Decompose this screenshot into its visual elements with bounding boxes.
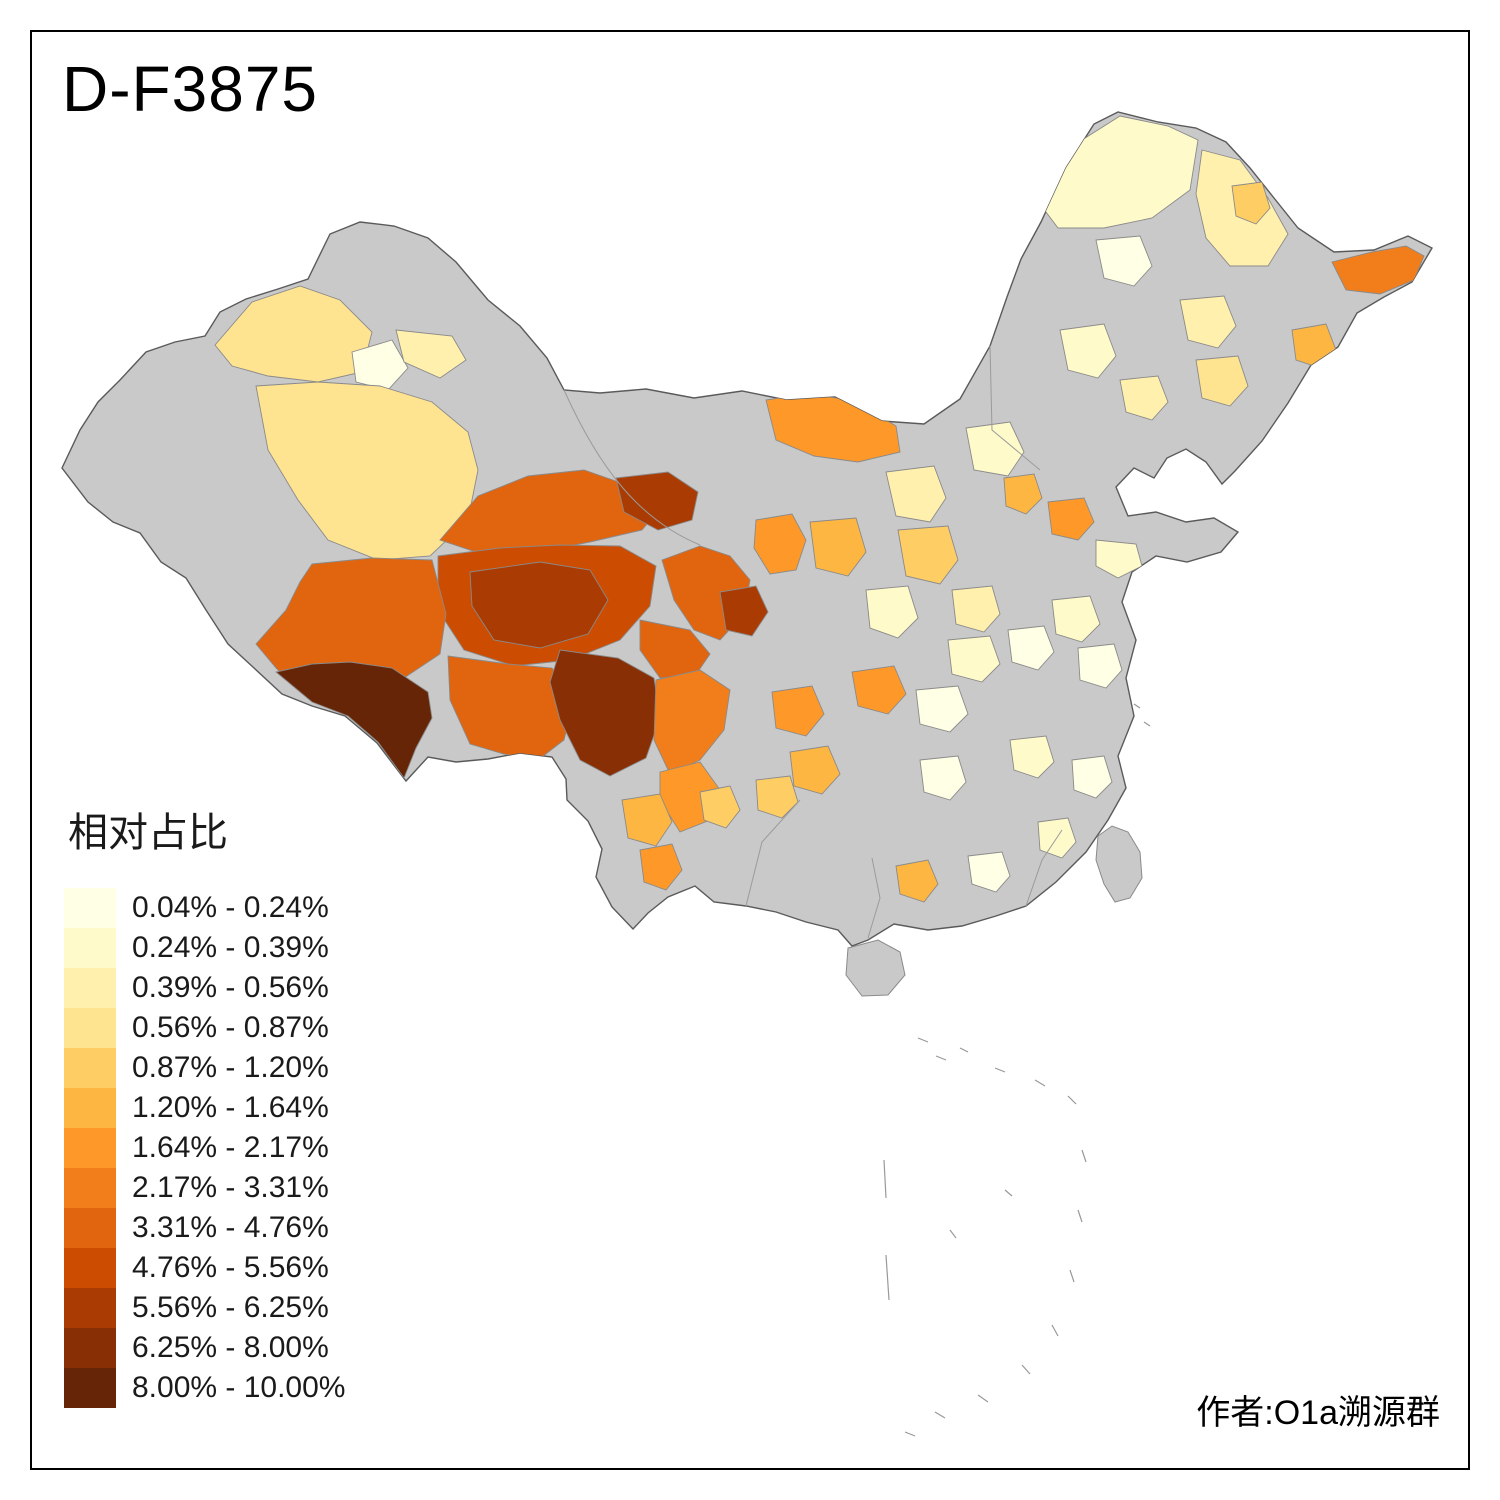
hainan-island [845, 939, 906, 997]
prefecture-region [1033, 115, 1199, 229]
prefecture-region [1009, 735, 1055, 779]
prefecture-region [1195, 355, 1249, 407]
prefecture-region [639, 843, 683, 891]
prefecture-region [965, 421, 1025, 477]
prefecture-region [967, 851, 1011, 893]
prefecture-region [351, 339, 409, 391]
prefecture-region [1119, 375, 1169, 421]
legend: 相对占比 0.04% - 0.24% 0.24% - 0.39% 0.39% - 0… [64, 800, 345, 1408]
prefecture-region [719, 585, 769, 637]
prefecture-region [1047, 497, 1095, 541]
legend-label: 1.64% - 2.17% [132, 1131, 329, 1164]
legend-row: 4.76% - 5.56% [64, 1248, 345, 1288]
legend-label: 2.17% - 3.31% [132, 1171, 329, 1204]
legend-swatch [64, 1168, 116, 1208]
legend-row: 0.04% - 0.24% [64, 888, 345, 928]
prefecture-region [447, 655, 575, 761]
prefecture-regions [214, 115, 1425, 903]
prefecture-region [755, 775, 799, 819]
prefecture-region [895, 859, 939, 903]
prefecture-region [851, 665, 907, 715]
legend-swatch [64, 1048, 116, 1088]
south-china-sea-islands [883, 703, 1151, 1437]
author-credit: 作者:O1a溯源群 [1196, 1394, 1440, 1432]
legend-label: 0.24% - 0.39% [132, 931, 329, 964]
legend-swatch [64, 888, 116, 928]
legend-row: 0.39% - 0.56% [64, 968, 345, 1008]
prefecture-region [549, 649, 661, 777]
legend-label: 0.56% - 0.87% [132, 1011, 329, 1044]
province-boundaries [563, 345, 1063, 939]
prefecture-region [865, 585, 919, 639]
prefecture-region [395, 329, 467, 379]
legend-swatch [64, 1248, 116, 1288]
legend-entries: 0.04% - 0.24% 0.24% - 0.39% 0.39% - 0.56% 0… [64, 888, 345, 1408]
legend-swatch [64, 1288, 116, 1328]
prefecture-region [897, 525, 959, 585]
legend-row: 1.20% - 1.64% [64, 1088, 345, 1128]
legend-swatch [64, 1008, 116, 1048]
legend-label: 0.04% - 0.24% [132, 891, 329, 924]
legend-row: 0.87% - 1.20% [64, 1048, 345, 1088]
legend-row: 0.24% - 0.39% [64, 928, 345, 968]
prefecture-region [947, 635, 1001, 683]
legend-label: 3.31% - 4.76% [132, 1211, 329, 1244]
legend-label: 8.00% - 10.00% [132, 1371, 346, 1404]
legend-row: 2.17% - 3.31% [64, 1168, 345, 1208]
legend-swatch [64, 1208, 116, 1248]
prefecture-region [809, 517, 867, 577]
prefecture-region [1071, 755, 1113, 799]
prefecture-region [951, 585, 1001, 633]
prefecture-region [653, 669, 731, 775]
prefecture-region [1095, 235, 1153, 287]
prefecture-region [915, 685, 969, 733]
prefecture-region [1051, 595, 1101, 643]
prefecture-region [1003, 473, 1043, 515]
prefecture-region [771, 685, 825, 737]
legend-row: 1.64% - 2.17% [64, 1128, 345, 1168]
prefecture-region [699, 785, 741, 829]
legend-swatch [64, 1088, 116, 1128]
legend-row: 8.00% - 10.00% [64, 1368, 345, 1408]
legend-row: 5.56% - 6.25% [64, 1288, 345, 1328]
legend-row: 3.31% - 4.76% [64, 1208, 345, 1248]
prefecture-region [1059, 323, 1117, 379]
legend-label: 0.39% - 0.56% [132, 971, 329, 1004]
prefecture-region [1095, 539, 1143, 579]
prefecture-region [753, 513, 807, 575]
prefecture-region [919, 755, 967, 801]
prefecture-region [885, 465, 947, 523]
legend-label: 4.76% - 5.56% [132, 1251, 329, 1284]
legend-label: 1.20% - 1.64% [132, 1091, 329, 1124]
legend-swatch [64, 928, 116, 968]
legend-swatch [64, 968, 116, 1008]
legend-title: 相对占比 [68, 811, 228, 855]
prefecture-region [469, 561, 609, 649]
prefecture-region [1231, 181, 1271, 225]
prefecture-region [789, 745, 841, 795]
prefecture-region [615, 471, 699, 531]
taiwan-island [1095, 825, 1143, 903]
legend-label: 6.25% - 8.00% [132, 1331, 329, 1364]
legend-row: 6.25% - 8.00% [64, 1328, 345, 1368]
figure-title: D-F3875 [62, 53, 318, 125]
prefecture-region [1007, 625, 1055, 671]
prefecture-region [621, 793, 673, 847]
legend-swatch [64, 1128, 116, 1168]
legend-label: 5.56% - 6.25% [132, 1291, 329, 1324]
prefecture-region [1331, 245, 1425, 295]
prefecture-region [1179, 295, 1237, 349]
legend-swatch [64, 1368, 116, 1408]
legend-swatch [64, 1328, 116, 1368]
legend-label: 0.87% - 1.20% [132, 1051, 329, 1084]
prefecture-region [1077, 643, 1123, 689]
prefecture-region [275, 661, 433, 779]
legend-row: 0.56% - 0.87% [64, 1008, 345, 1048]
